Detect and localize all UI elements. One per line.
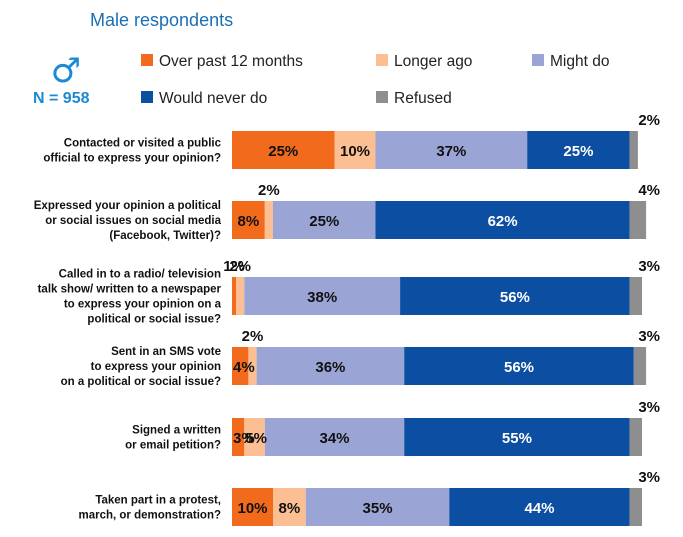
category-label: political or social issue? [87,314,221,326]
value-label: 2% [258,182,280,199]
legend-swatch [376,54,388,66]
category-labels: Contacted or visited a public official to… [34,138,222,522]
value-label: 38% [307,289,337,306]
bar-segment [273,201,376,239]
value-label: 25% [563,143,593,160]
value-label: 5% [245,430,267,447]
bar-segment [264,201,273,239]
bar-segment [248,347,257,385]
legend-label: Would never do [159,90,267,107]
chart-subtitle: Male respondents [90,10,233,30]
bar-segment [232,131,335,169]
legend-swatch [376,91,388,103]
bar-segment [244,418,265,456]
value-label: 10% [340,143,370,160]
bar-segment [273,488,306,526]
bar-segment [629,131,638,169]
value-label: 4% [638,182,660,199]
legend-swatch [141,54,153,66]
category-label: Contacted or visited a public [64,138,222,150]
bar-segment [256,347,405,385]
bar-segment [629,488,642,526]
bar-segment [449,488,630,526]
sample-size-label: N = 958 [33,90,90,107]
value-label: 2% [638,112,660,129]
value-label: 37% [436,143,466,160]
value-label: 35% [363,500,393,517]
category-label: to express your opinion [91,361,221,373]
value-label: 34% [319,430,349,447]
value-label: 3% [233,430,255,447]
bar-segment [305,488,450,526]
category-label: Sent in an SMS vote [111,346,221,358]
category-label: talk show/ written to a newspaper [38,284,222,296]
value-label: 25% [309,213,339,230]
category-label: Taken part in a protest, [95,495,221,507]
bar-segment [375,131,528,169]
value-label: 36% [315,359,345,376]
bar-segment [264,418,405,456]
bar-segment [236,277,245,315]
value-label: 10% [237,500,267,517]
legend: Over past 12 months Longer ago Might do Wou… [141,53,609,107]
bar-segment [232,418,245,456]
legend-label: Refused [394,90,452,107]
value-label: 3% [638,328,660,345]
value-label: 2% [242,328,264,345]
value-label: 55% [502,430,532,447]
bar-segment [375,201,630,239]
bar-segment [232,347,249,385]
bar-segment [629,201,647,239]
bar-segment [400,277,630,315]
bar-segment [527,131,630,169]
value-label: 44% [524,500,554,517]
value-label: 8% [238,213,260,230]
legend-label: Might do [550,53,609,70]
bar-segment [629,277,642,315]
value-label: 4% [233,359,255,376]
category-label: (Facebook, Twitter)? [109,230,221,242]
category-label: or social issues on social media [45,215,221,227]
value-label: 3% [638,399,660,416]
category-label: official to express your opinion? [43,153,221,165]
category-label: or email petition? [125,440,221,452]
value-label: 8% [279,500,301,517]
bar-segment [404,418,630,456]
legend-label: Longer ago [394,53,472,70]
bars [232,131,647,526]
legend-label: Over past 12 months [159,53,303,70]
value-label: 2% [229,258,251,275]
category-label: Signed a written [132,425,221,437]
bar-segment [633,347,647,385]
value-label: 56% [500,289,530,306]
value-label: 1% [223,258,245,275]
bar-segment [244,277,401,315]
bar-segment [232,201,265,239]
bar-segment [404,347,634,385]
value-label: 62% [488,213,518,230]
category-label: to express your opinion on a [64,299,222,311]
category-label: Expressed your opinion a political [34,200,221,212]
value-label: 3% [638,258,660,275]
bar-segment [334,131,376,169]
value-labels: 25% 10% 37% 25%2%8%2%25% 62%4%1%2%38% 56%3%4%… [223,112,660,517]
bar-segment [629,418,642,456]
category-label: on a political or social issue? [61,376,221,388]
bar-segment [232,277,237,315]
category-label: march, or demonstration? [79,510,222,522]
value-label: 56% [504,359,534,376]
legend-swatch [141,91,153,103]
legend-swatch [532,54,544,66]
bar-segment [232,488,273,526]
category-label: Called in to a radio/ television [59,269,221,281]
male-symbol-icon: ♂ [51,51,81,91]
value-label: 3% [638,469,660,486]
value-label: 25% [268,143,298,160]
